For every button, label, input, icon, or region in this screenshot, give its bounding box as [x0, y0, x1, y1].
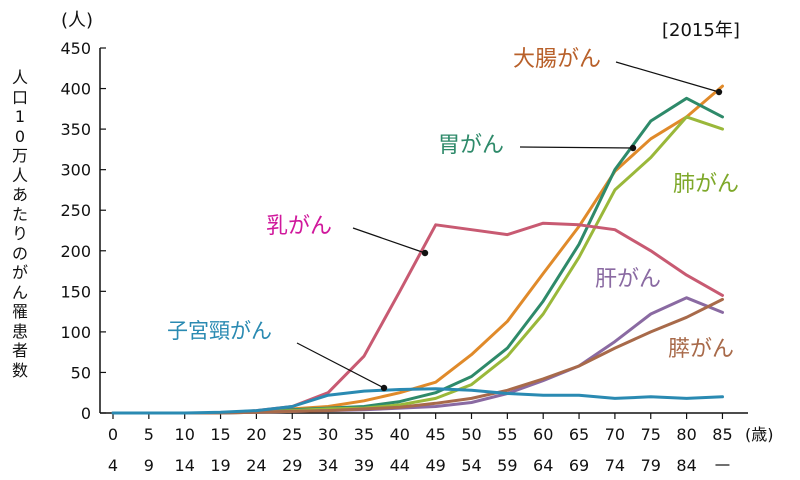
x-tick-label-upper: 25: [282, 425, 302, 444]
y-tick-label: 150: [60, 282, 91, 301]
x-tick-label-upper: 45: [425, 425, 445, 444]
y-axis-ticks: 0 50 100 150 200 250 300 350 400 450: [60, 39, 106, 423]
leader-dot: [715, 88, 723, 96]
y-tick-label: 400: [60, 80, 91, 99]
x-tick-label-lower: 44: [390, 456, 410, 475]
y-axis-unit: (人): [61, 10, 94, 31]
y-tick-label: 300: [60, 161, 91, 180]
y-tick-label: 250: [60, 201, 91, 220]
leader-line: [352, 227, 426, 254]
x-tick-label-lower: 59: [497, 456, 517, 475]
x-tick-label-lower: 34: [318, 456, 338, 475]
series-label: 子宮頸がん: [167, 319, 272, 343]
y-axis-label: 人口10万人あたりのがん罹患者数: [11, 68, 28, 380]
axes: [99, 48, 748, 414]
series-label: 肺がん: [673, 172, 739, 197]
leader-line: [296, 342, 385, 389]
x-tick-label-upper: 65: [569, 425, 589, 444]
leader-dot: [380, 384, 388, 392]
x-tick-label-upper: 80: [676, 425, 696, 444]
year-tag: [2015年]: [662, 20, 740, 41]
x-tick-label-upper: 50: [461, 425, 481, 444]
leader-line: [519, 146, 634, 149]
x-tick-label-lower: 4: [108, 456, 118, 475]
y-tick-label: 0: [81, 404, 91, 423]
series-line: [111, 387, 724, 415]
x-tick-label-upper: 10: [175, 425, 195, 444]
y-tick-label: 200: [60, 242, 91, 261]
x-tick-label-lower: 74: [605, 456, 625, 475]
series-label: 膵がん: [668, 337, 734, 362]
x-tick-label-upper: 75: [641, 425, 661, 444]
x-tick-label-upper: 40: [390, 425, 410, 444]
x-tick-label-upper: 35: [354, 425, 374, 444]
x-tick-label-lower: 24: [246, 456, 266, 475]
x-tick-label-lower: 84: [676, 456, 696, 475]
series-line: [111, 84, 724, 415]
x-tick-label-lower: 29: [282, 456, 302, 475]
series-line: [111, 115, 724, 415]
leader-line: [615, 61, 720, 93]
x-tick-label-upper: 55: [497, 425, 517, 444]
x-tick-label-upper: 0: [108, 425, 118, 444]
x-tick-label-lower: 49: [425, 456, 445, 475]
x-tick-label-upper: 15: [210, 425, 230, 444]
leader-dot: [421, 249, 429, 257]
leader-dot: [629, 144, 637, 152]
y-tick-label: 50: [71, 363, 91, 382]
series-lines: [111, 84, 724, 415]
y-tick-label: 100: [60, 323, 91, 342]
x-tick-label-lower: 19: [210, 456, 230, 475]
x-axis-ticks: 0459101415192024252930343539404445495054…: [108, 413, 733, 475]
x-tick-label-upper: 70: [605, 425, 625, 444]
x-tick-label-upper: 85: [712, 425, 732, 444]
x-tick-label-lower: 14: [175, 456, 195, 475]
x-tick-label-upper: 60: [533, 425, 553, 444]
y-tick-label: 450: [60, 39, 91, 58]
x-tick-label-lower: 54: [461, 456, 481, 475]
x-tick-label-lower: 79: [641, 456, 661, 475]
x-tick-label-lower: 69: [569, 456, 589, 475]
x-tick-label-lower: 39: [354, 456, 374, 475]
series-label: 胃がん: [438, 133, 504, 158]
x-tick-label-upper: 20: [246, 425, 266, 444]
x-tick-label-lower: 9: [144, 456, 154, 475]
x-tick-label-upper: 30: [318, 425, 338, 444]
y-tick-label: 350: [60, 120, 91, 139]
x-tick-label-upper: 5: [144, 425, 154, 444]
x-tick-label-lower: 64: [533, 456, 553, 475]
series-label: 大腸がん: [513, 47, 601, 72]
x-axis-unit: (歳): [745, 425, 774, 444]
series-label: 乳がん: [266, 214, 332, 239]
series-label: 肝がん: [595, 267, 661, 292]
